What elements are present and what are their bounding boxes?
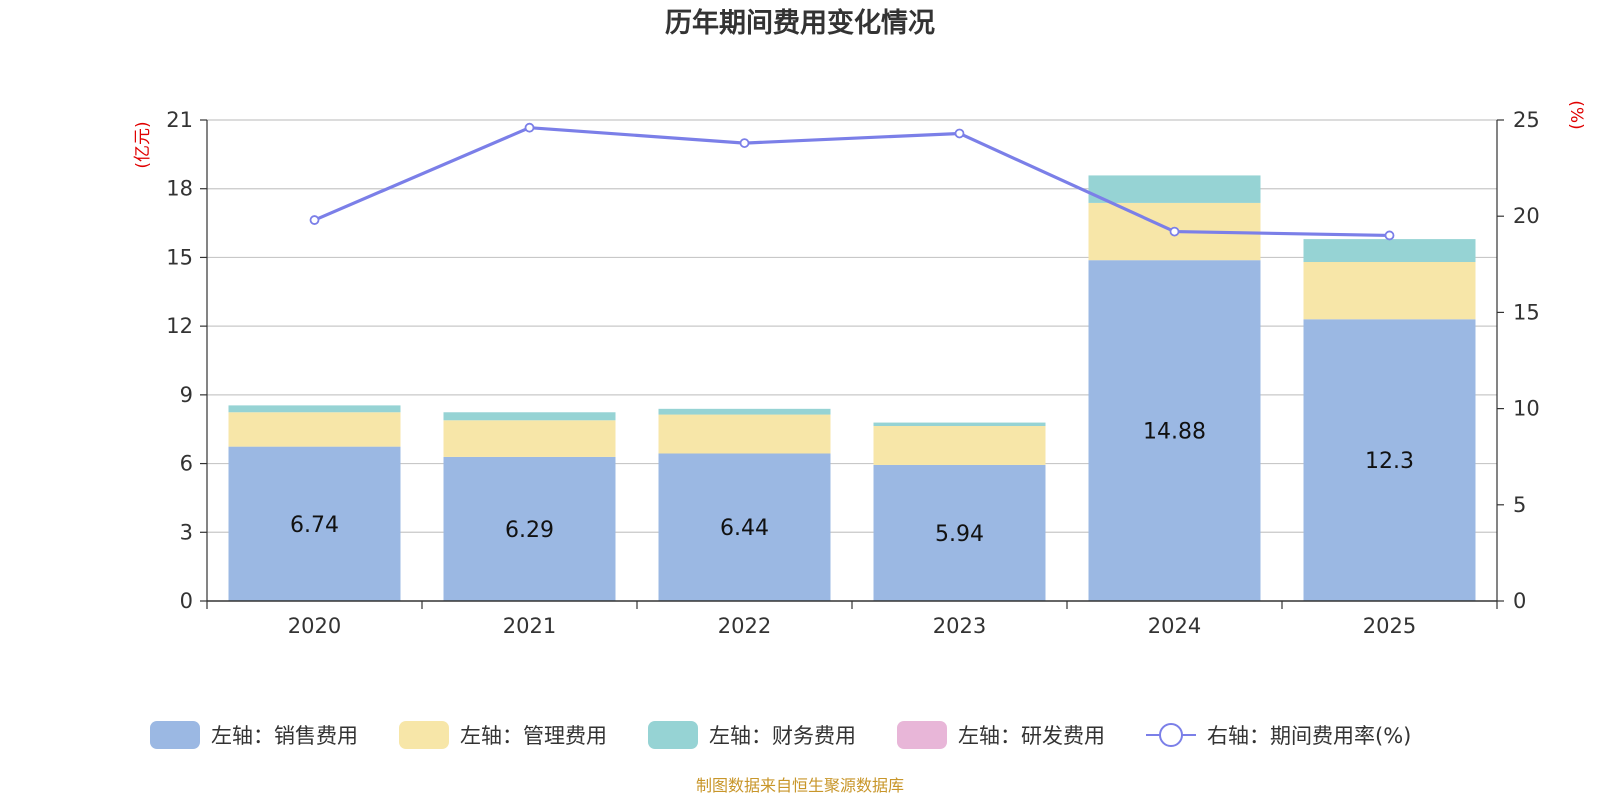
right-axis-tick-label: 0 bbox=[1513, 589, 1526, 613]
bar-segment bbox=[658, 414, 831, 454]
bar-segment bbox=[228, 412, 401, 447]
rate-point bbox=[1384, 230, 1395, 241]
bar-segment bbox=[1088, 260, 1261, 601]
x-axis-tick-label: 2023 bbox=[933, 614, 986, 638]
bar-segment bbox=[1303, 319, 1476, 601]
legend-swatch bbox=[648, 721, 698, 749]
right-axis-tick-label: 20 bbox=[1513, 204, 1540, 228]
left-axis-tick-label: 21 bbox=[166, 108, 193, 132]
bar-segment bbox=[228, 446, 401, 601]
legend-swatch bbox=[150, 721, 200, 749]
bar-segment bbox=[443, 412, 616, 421]
bar-segment bbox=[1303, 239, 1476, 263]
bar-value-label: 6.29 bbox=[505, 518, 554, 543]
left-axis-unit: (亿元) bbox=[133, 121, 153, 168]
legend-label: 左轴：研发费用 bbox=[958, 724, 1105, 748]
left-axis-tick-label: 6 bbox=[180, 452, 193, 476]
legend-label: 右轴：期间费用率(%) bbox=[1207, 724, 1411, 748]
bar-value-label: 5.94 bbox=[935, 522, 984, 547]
rate-point bbox=[739, 138, 750, 148]
legend-label: 左轴：财务费用 bbox=[709, 724, 856, 748]
x-axis-tick-label: 2021 bbox=[503, 614, 556, 638]
rate-line-series bbox=[309, 122, 1395, 241]
bar-series bbox=[228, 175, 1476, 601]
source-note: 制图数据来自恒生聚源数据库 bbox=[696, 776, 904, 795]
left-axis-tick-label: 15 bbox=[166, 245, 193, 269]
left-axis-tick-label: 3 bbox=[180, 520, 193, 544]
bar-segment bbox=[1088, 175, 1261, 203]
bar-value-label: 6.44 bbox=[720, 516, 769, 541]
bar-value-label: 14.88 bbox=[1143, 420, 1206, 445]
left-axis-tick-label: 0 bbox=[180, 589, 193, 613]
bar-segment bbox=[658, 408, 831, 415]
x-axis-tick-label: 2024 bbox=[1148, 614, 1201, 638]
legend: 左轴：销售费用 左轴：管理费用 左轴：财务费用 左轴：研发费用 右轴：期间费用率(%) bbox=[150, 721, 1411, 749]
legend-swatch bbox=[399, 721, 449, 749]
rate-point bbox=[524, 122, 535, 133]
left-axis-tick-label: 9 bbox=[180, 383, 193, 407]
bar-segment bbox=[873, 426, 1046, 465]
bar-segment bbox=[873, 464, 1046, 601]
rate-point bbox=[309, 215, 320, 225]
grid-lines bbox=[207, 119, 1497, 533]
right-axis-tick-label: 10 bbox=[1513, 397, 1540, 421]
x-axis-tick-label: 2022 bbox=[718, 614, 771, 638]
chart-title: 历年期间费用变化情况 bbox=[665, 7, 935, 39]
left-axis-tick-label: 18 bbox=[166, 177, 193, 201]
bar-value-label: 6.74 bbox=[290, 513, 339, 538]
rate-point bbox=[1169, 226, 1180, 237]
bar-segment bbox=[1303, 262, 1476, 320]
legend-swatch bbox=[897, 721, 947, 749]
rate-point bbox=[954, 128, 965, 139]
bar-segment bbox=[228, 405, 401, 413]
right-axis-tick-label: 5 bbox=[1513, 493, 1526, 517]
bar-segment bbox=[658, 453, 831, 601]
legend-marker bbox=[1159, 723, 1183, 747]
bar-segment bbox=[443, 456, 616, 601]
legend-label: 左轴：管理费用 bbox=[460, 724, 607, 748]
x-axis-tick-label: 2020 bbox=[288, 614, 341, 638]
bar-value-label: 12.3 bbox=[1365, 449, 1414, 474]
left-axis-tick-label: 12 bbox=[166, 314, 193, 338]
bar-labels: 6.74 6.29 6.44 5.94 14.88 12.3 bbox=[290, 420, 1414, 547]
legend-label: 左轴：销售费用 bbox=[211, 724, 358, 748]
bar-segment bbox=[443, 420, 616, 457]
x-axis-tick-label: 2025 bbox=[1363, 614, 1416, 638]
right-axis-tick-label: 25 bbox=[1513, 108, 1540, 132]
right-axis-unit: (%) bbox=[1566, 100, 1586, 129]
right-axis-tick-label: 15 bbox=[1513, 300, 1540, 324]
rate-line bbox=[313, 126, 1390, 238]
bar-segment bbox=[873, 422, 1046, 427]
